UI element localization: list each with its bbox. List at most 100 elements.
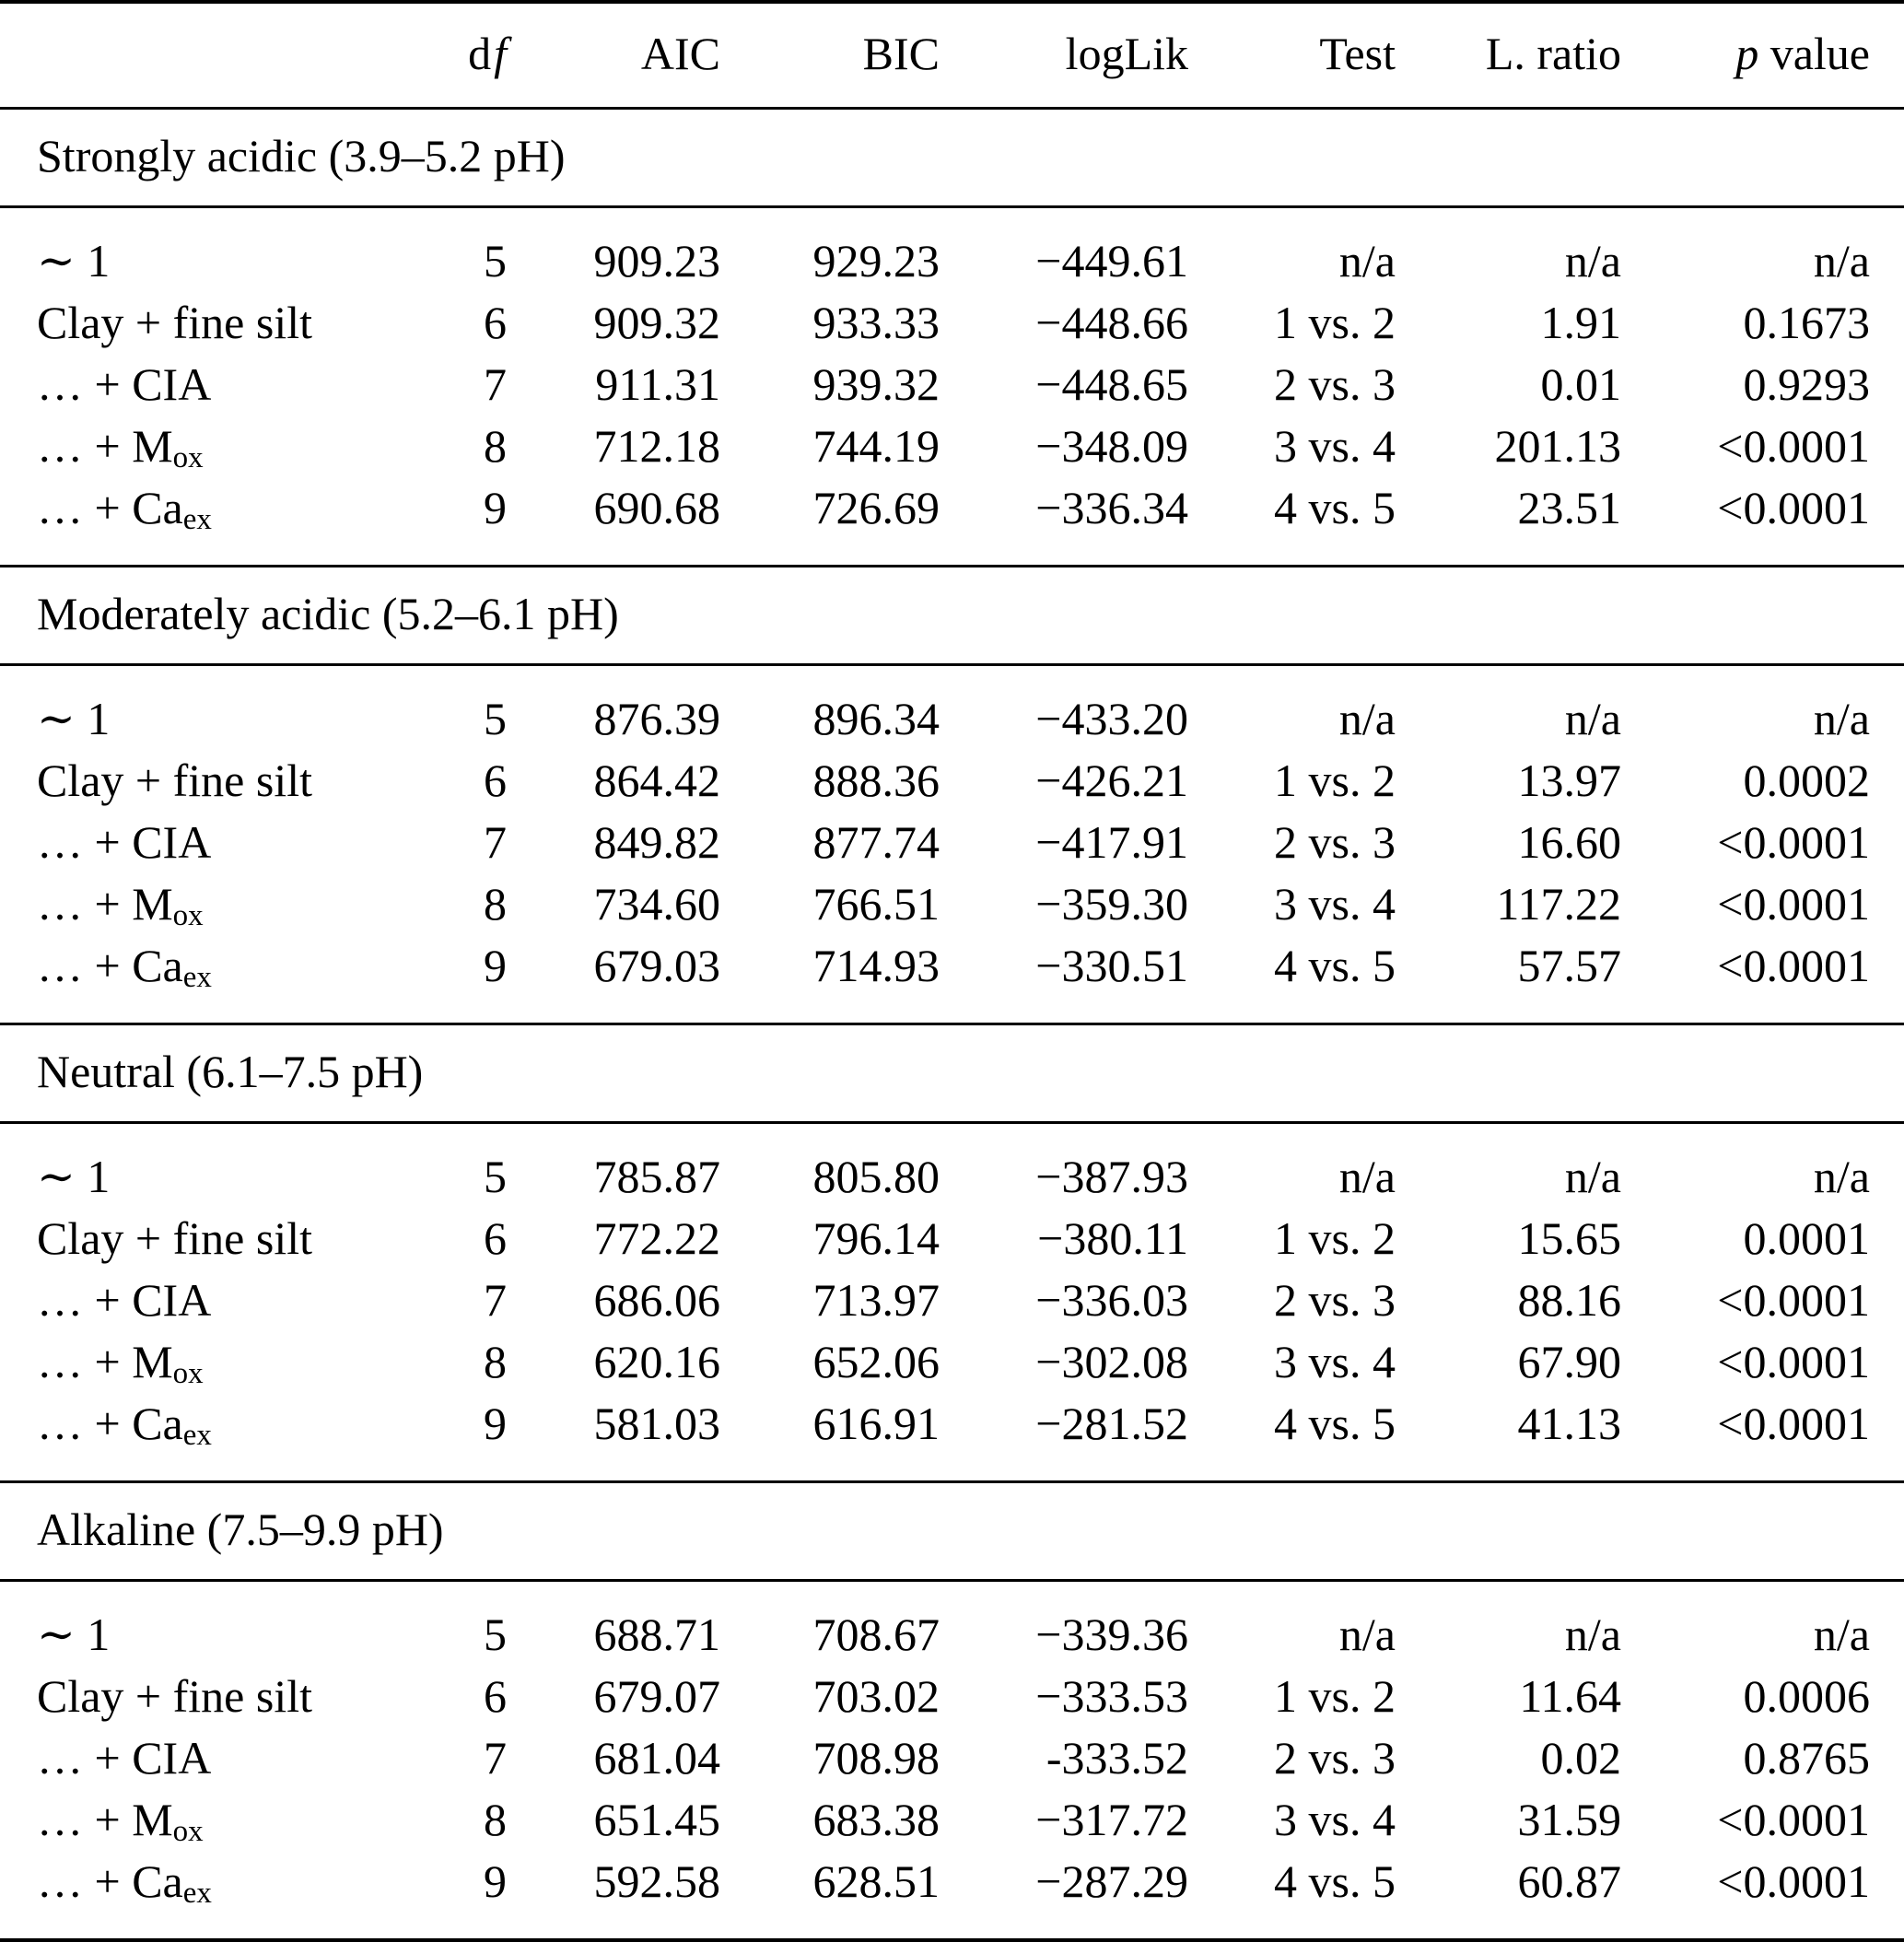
test-value: 2 vs. 3 [1274, 1274, 1396, 1326]
loglik-value: −348.09 [1035, 420, 1188, 472]
bic-value: 726.69 [812, 482, 940, 533]
pvalue: <0.0001 [1717, 420, 1870, 472]
model-subscript: ex [182, 960, 212, 994]
df-value: 6 [484, 755, 507, 806]
column-header-pvalue: p value [1621, 2, 1904, 110]
aic-value: 876.39 [593, 693, 721, 744]
p-italic: p [1735, 28, 1759, 79]
model-label: … + Mox [0, 415, 405, 477]
model-name: … + Ca [37, 1855, 183, 1907]
lratio-value: 16.60 [1517, 816, 1622, 868]
table-row: Clay + fine silt 6 679.07 703.02 −333.53… [0, 1666, 1904, 1727]
df-value: 6 [484, 1212, 507, 1264]
pvalue: n/a [1813, 1151, 1870, 1202]
lratio-value: n/a [1564, 693, 1621, 744]
model-label: Clay + fine silt [0, 1666, 405, 1727]
df-value: 7 [484, 816, 507, 868]
model-subscript: ex [182, 1418, 212, 1452]
model-label: … + CIA [0, 1269, 405, 1331]
pvalue: <0.0001 [1717, 1398, 1870, 1449]
model-label: … + CIA [0, 354, 405, 415]
test-value: 3 vs. 4 [1274, 1336, 1396, 1387]
df-value: 9 [484, 1855, 507, 1907]
loglik-value: −448.66 [1035, 297, 1188, 348]
section-title: Strongly acidic (3.9–5.2 pH) [0, 107, 1904, 208]
model-label: … + Caex [0, 1851, 405, 1940]
aic-value: 864.42 [593, 755, 721, 806]
loglik-value: −433.20 [1035, 693, 1188, 744]
pvalue: 0.0006 [1743, 1670, 1871, 1722]
df-value: 8 [484, 420, 507, 472]
pvalue: 0.1673 [1743, 297, 1871, 348]
loglik-value: −333.53 [1035, 1670, 1188, 1722]
lratio-value: 31.59 [1517, 1794, 1622, 1845]
lratio-value: 11.64 [1519, 1670, 1621, 1722]
pvalue: n/a [1813, 1609, 1870, 1660]
table-row: … + Mox 8 651.45 683.38 −317.72 3 vs. 4 … [0, 1789, 1904, 1851]
test-value: 4 vs. 5 [1274, 482, 1396, 533]
section-title: Moderately acidic (5.2–6.1 pH) [0, 565, 1904, 666]
bic-value: 714.93 [812, 940, 940, 991]
model-name: ∼ 1 [37, 235, 111, 287]
column-header-df: df [405, 2, 507, 110]
lratio-value: n/a [1564, 1609, 1621, 1660]
table-row: Clay + fine silt 6 772.22 796.14 −380.11… [0, 1208, 1904, 1269]
lratio-value: 15.65 [1517, 1212, 1622, 1264]
df-value: 6 [484, 297, 507, 348]
model-name: … + M [37, 1336, 173, 1387]
pvalue: <0.0001 [1717, 878, 1870, 930]
aic-value: 592.58 [593, 1855, 721, 1907]
bic-value: 939.32 [812, 358, 940, 410]
model-label: ∼ 1 [0, 1123, 405, 1209]
aic-value: 909.23 [593, 235, 721, 287]
bic-value: 888.36 [812, 755, 940, 806]
aic-value: 712.18 [593, 420, 721, 472]
model-name: … + M [37, 878, 173, 930]
table-row: Clay + fine silt 6 909.32 933.33 −448.66… [0, 292, 1904, 354]
df-value: 8 [484, 1336, 507, 1387]
aic-value: 679.07 [593, 1670, 721, 1722]
table-row: … + Mox 8 734.60 766.51 −359.30 3 vs. 4 … [0, 873, 1904, 935]
aic-value: 911.31 [595, 358, 720, 410]
df-value: 8 [484, 878, 507, 930]
model-name: Clay + fine silt [37, 1670, 312, 1722]
df-value: 6 [484, 1670, 507, 1722]
bic-value: 896.34 [812, 693, 940, 744]
pvalue: <0.0001 [1717, 816, 1870, 868]
model-name: … + M [37, 420, 173, 472]
df-value: 9 [484, 482, 507, 533]
bic-value: 683.38 [812, 1794, 940, 1845]
pvalue: <0.0001 [1717, 1274, 1870, 1326]
section-header-moderately-acidic: Moderately acidic (5.2–6.1 pH) [0, 565, 1904, 666]
header-row: df AIC BIC logLik Test L. ratio p value [0, 2, 1904, 110]
test-value: 2 vs. 3 [1274, 816, 1396, 868]
test-value: 1 vs. 2 [1274, 1670, 1396, 1722]
test-value: 4 vs. 5 [1274, 1855, 1396, 1907]
loglik-value: −287.29 [1035, 1855, 1188, 1907]
pvalue: <0.0001 [1717, 1336, 1870, 1387]
model-label: … + Caex [0, 935, 405, 1024]
model-name: Clay + fine silt [37, 297, 312, 348]
bic-value: 652.06 [812, 1336, 940, 1387]
lratio-value: 67.90 [1517, 1336, 1622, 1387]
pvalue: n/a [1813, 235, 1870, 287]
test-value: 1 vs. 2 [1274, 1212, 1396, 1264]
loglik-value: −417.91 [1035, 816, 1188, 868]
test-value: n/a [1338, 1609, 1396, 1660]
aic-value: 679.03 [593, 940, 721, 991]
table-row: … + Caex 9 690.68 726.69 −336.34 4 vs. 5… [0, 477, 1904, 567]
aic-value: 581.03 [593, 1398, 721, 1449]
table-row: … + Mox 8 712.18 744.19 −348.09 3 vs. 4 … [0, 415, 1904, 477]
lratio-value: n/a [1564, 1151, 1621, 1202]
bic-value: 877.74 [812, 816, 940, 868]
table-row: ∼ 1 5 876.39 896.34 −433.20 n/a n/a n/a [0, 665, 1904, 751]
bic-value: 616.91 [812, 1398, 940, 1449]
pvalue: 0.9293 [1743, 358, 1871, 410]
df-d: d [468, 28, 492, 79]
aic-value: 686.06 [593, 1274, 721, 1326]
df-value: 5 [484, 1609, 507, 1660]
column-header-lratio: L. ratio [1396, 2, 1621, 110]
model-label: ∼ 1 [0, 207, 405, 293]
model-name: ∼ 1 [37, 1609, 111, 1660]
